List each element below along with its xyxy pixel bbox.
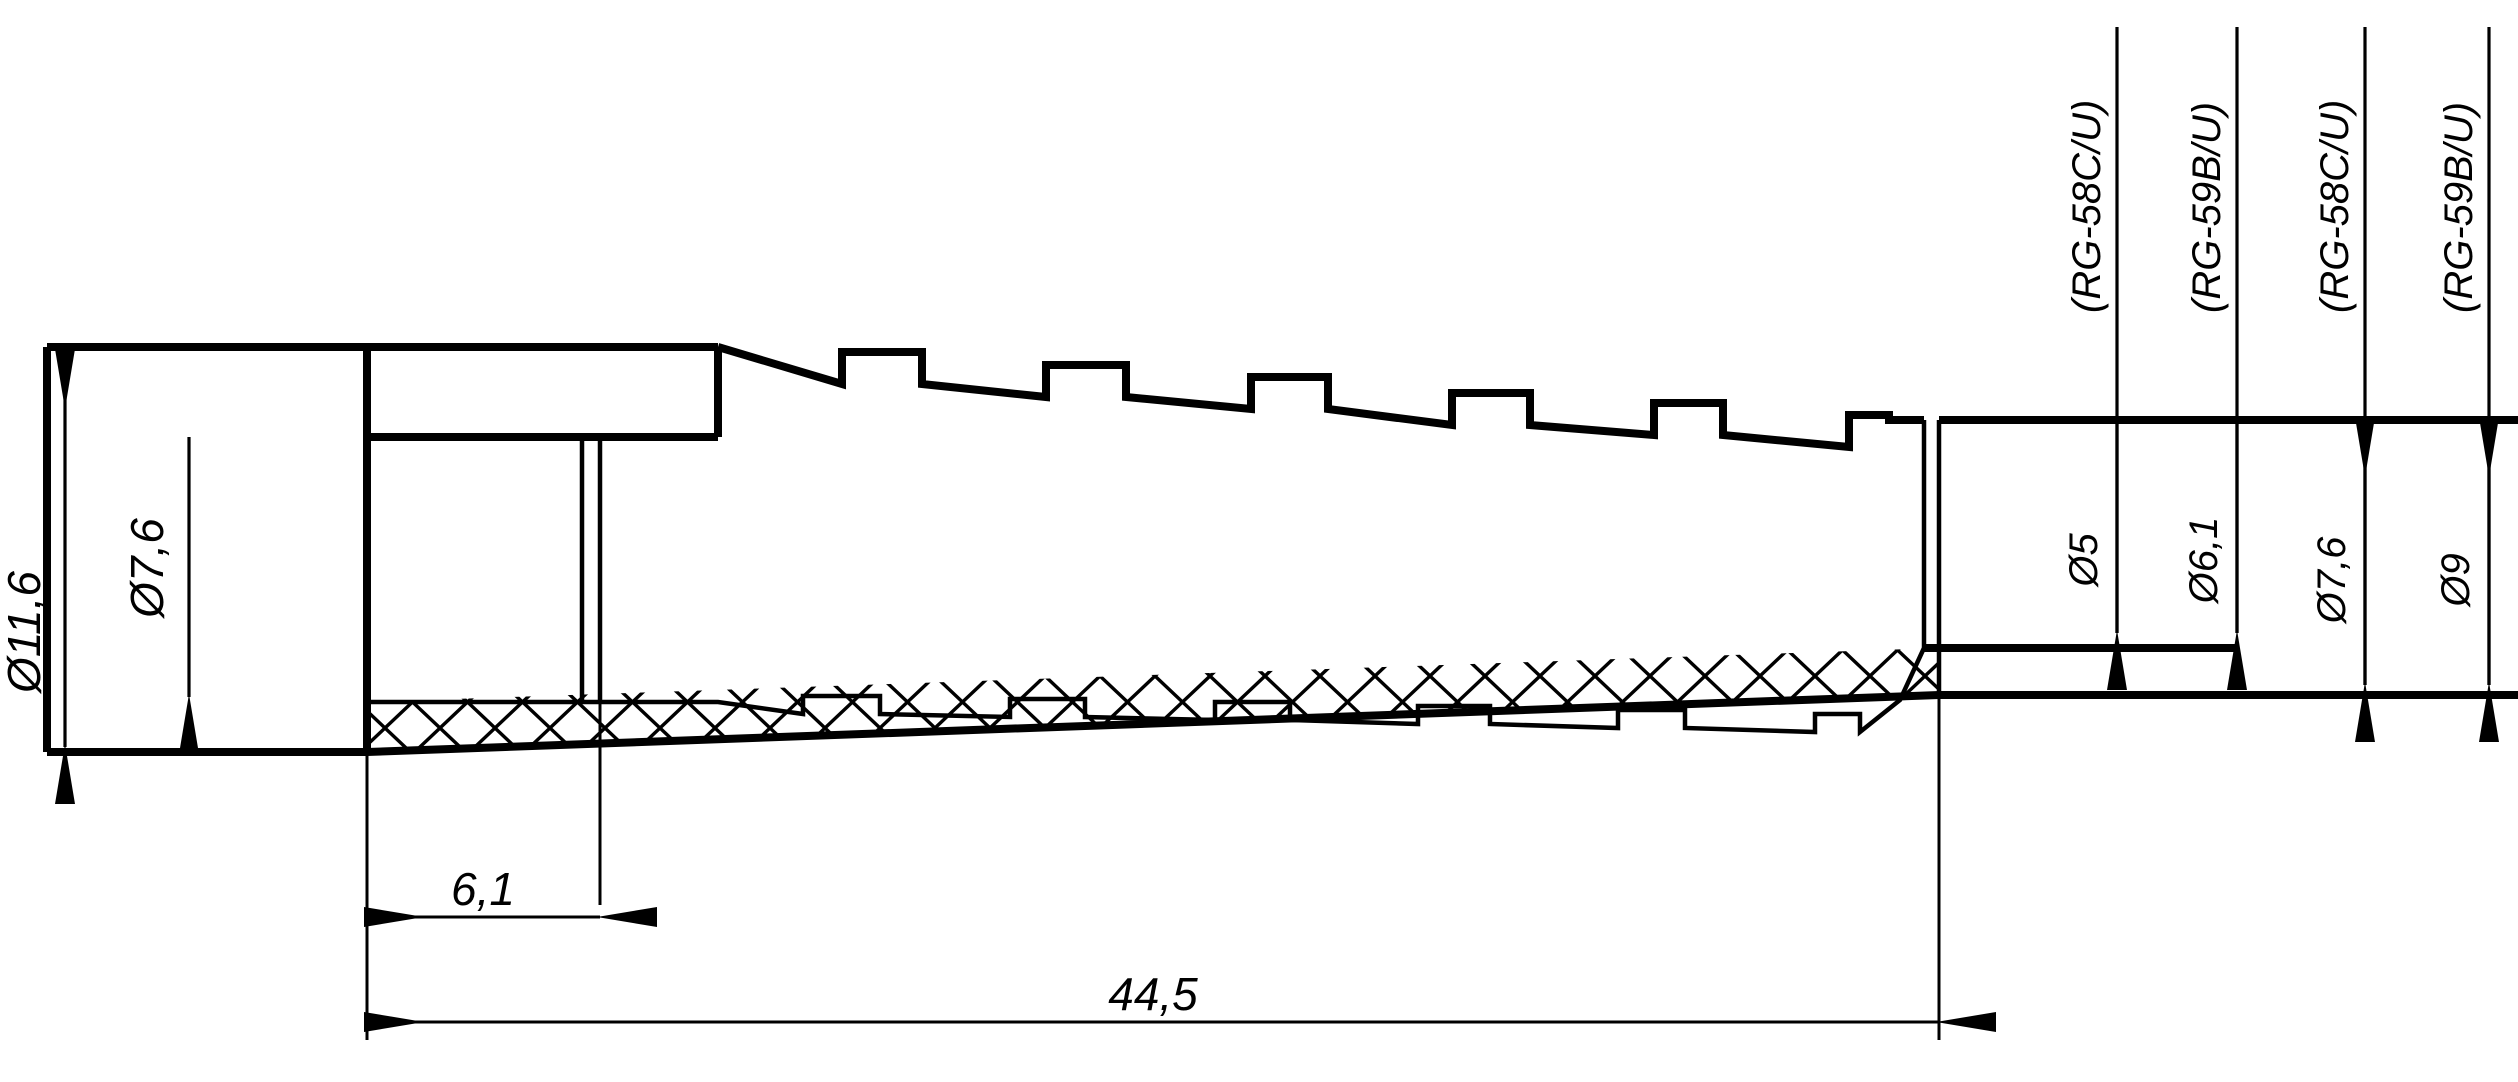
svg-text:6,1: 6,1: [451, 863, 515, 915]
svg-text:(RG-59B/U): (RG-59B/U): [2185, 102, 2229, 313]
svg-text:(RG-58C/U): (RG-58C/U): [2065, 100, 2109, 313]
svg-text:Ø7,6: Ø7,6: [2310, 536, 2354, 625]
svg-text:Ø7,6: Ø7,6: [121, 518, 173, 620]
svg-text:(RG-59B/U): (RG-59B/U): [2437, 102, 2481, 313]
svg-text:(RG-58C/U): (RG-58C/U): [2313, 100, 2357, 313]
svg-text:Ø5: Ø5: [2062, 533, 2106, 589]
svg-text:44,5: 44,5: [1108, 968, 1198, 1020]
svg-text:Ø9: Ø9: [2434, 553, 2478, 608]
svg-text:Ø11,6: Ø11,6: [0, 571, 50, 695]
svg-text:Ø6,1: Ø6,1: [2182, 517, 2226, 606]
